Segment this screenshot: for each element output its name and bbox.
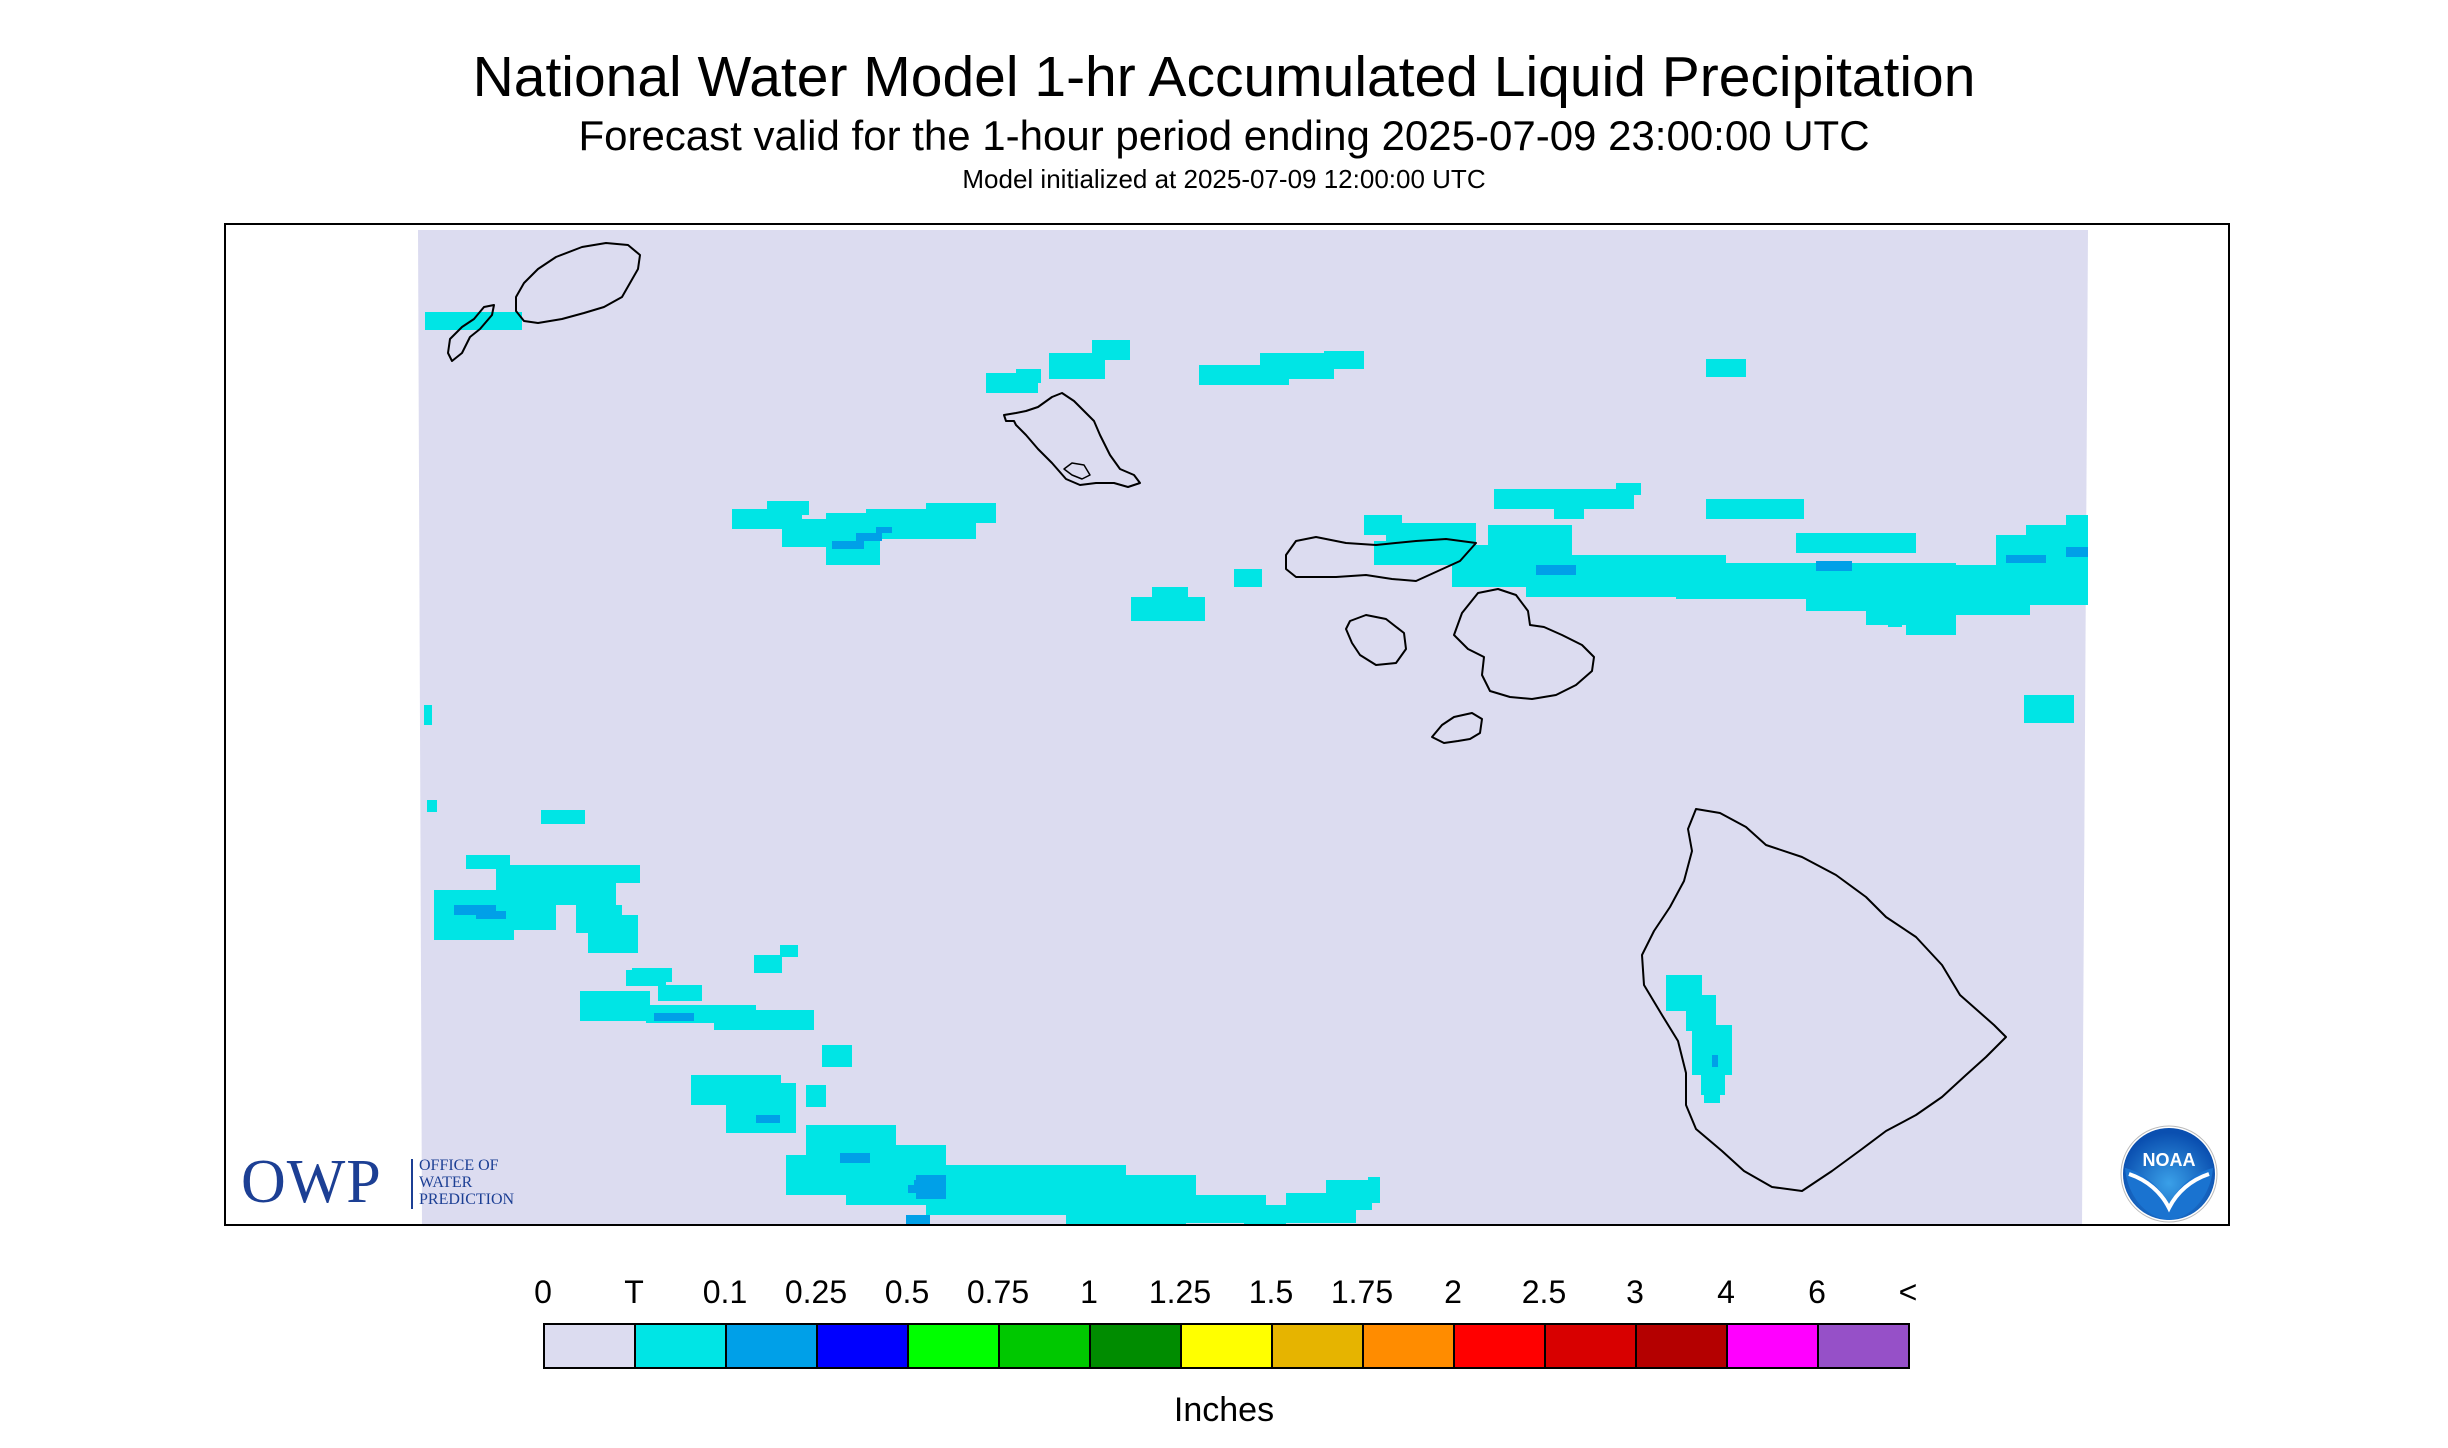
map-title: National Water Model 1-hr Accumulated Li…	[472, 45, 1976, 109]
model-init-text: Model initialized at 2025-07-09 12:00:00…	[962, 164, 1486, 194]
maui-coast	[1453, 588, 1595, 700]
lanai-coast	[1345, 614, 1407, 666]
noaa-logo: NOAA	[2120, 1125, 2218, 1223]
island-coastlines	[447, 242, 2007, 1192]
legend-swatch	[636, 1325, 727, 1367]
molokai-coast	[1285, 536, 1477, 582]
legend-tick-label: 3	[1626, 1274, 1644, 1310]
legend-tick-labels: 0 T 0.1 0.25 0.5 0.75 1 1.25 1.5 1.75 2 2.5 3 4 6 <	[0, 1274, 2448, 1314]
owp-logo: OWP OFFICE OF WATER PREDICTION	[241, 1151, 561, 1215]
legend-tick-label: T	[624, 1274, 644, 1310]
legend-tick-label: 0.1	[702, 1274, 748, 1310]
owp-logo-letters: OWP	[241, 1148, 382, 1216]
legend-tick-label: 0.75	[966, 1274, 1030, 1310]
legend-tick-label: <	[1898, 1274, 1918, 1310]
legend-tick-label: 1.75	[1330, 1274, 1394, 1310]
niihau-coast	[447, 304, 495, 362]
legend-tick-label: 6	[1808, 1274, 1826, 1310]
legend-swatch	[1182, 1325, 1273, 1367]
legend-swatch	[1091, 1325, 1182, 1367]
precip-light-blue-areas	[454, 527, 2088, 1224]
legend-tick-label: 0.25	[784, 1274, 848, 1310]
legend-swatch	[545, 1325, 636, 1367]
legend-swatch	[727, 1325, 818, 1367]
legend-tick-label: 2.5	[1521, 1274, 1567, 1310]
owp-logo-line: WATER	[419, 1174, 473, 1191]
kahoolawe-coast	[1431, 712, 1483, 744]
legend-swatch	[1364, 1325, 1455, 1367]
legend-swatch	[909, 1325, 1000, 1367]
legend-tick-label: 0.5	[884, 1274, 930, 1310]
owp-logo-divider	[411, 1159, 413, 1209]
legend-swatch	[1819, 1325, 1908, 1367]
precipitation-map	[418, 230, 2088, 1224]
legend-swatch	[1728, 1325, 1819, 1367]
map-subtitle: Forecast valid for the 1-hour period end…	[578, 112, 1870, 159]
oahu-coast	[1003, 392, 1141, 488]
legend-swatch	[1546, 1325, 1637, 1367]
legend-tick-label: 1.5	[1248, 1274, 1294, 1310]
legend-color-bar	[543, 1323, 1910, 1369]
oahu-harbor	[1063, 462, 1091, 480]
precip-trace-areas	[424, 312, 2088, 1224]
legend-swatch	[818, 1325, 909, 1367]
legend-tick-label: 4	[1717, 1274, 1735, 1310]
legend-swatch	[1455, 1325, 1546, 1367]
noaa-logo-text: NOAA	[2143, 1150, 2196, 1170]
legend-unit-label: Inches	[1173, 1391, 1275, 1429]
legend-tick-label: 2	[1444, 1274, 1462, 1310]
legend-swatch	[1637, 1325, 1728, 1367]
kauai-coast	[515, 242, 641, 324]
map-panel: OWP OFFICE OF WATER PREDICTION NOAA	[224, 223, 2230, 1226]
hawaii-big-island-coast	[1641, 808, 2007, 1192]
legend-swatch	[1000, 1325, 1091, 1367]
legend-tick-label: 1.25	[1148, 1274, 1212, 1310]
legend-tick-label: 1	[1080, 1274, 1098, 1310]
legend-swatch	[1273, 1325, 1364, 1367]
owp-logo-words: OFFICE OF WATER PREDICTION	[419, 1157, 514, 1208]
owp-logo-line: OFFICE OF	[419, 1157, 499, 1174]
owp-logo-line: PREDICTION	[419, 1191, 515, 1208]
legend-tick-label: 0	[534, 1274, 552, 1310]
